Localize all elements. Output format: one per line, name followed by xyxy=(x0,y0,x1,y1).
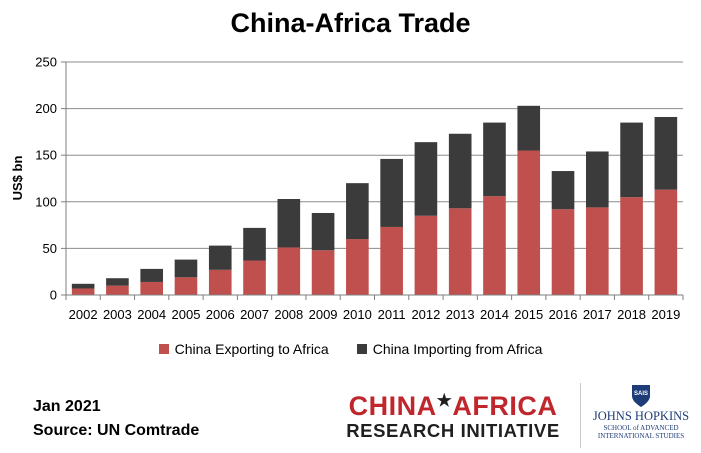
bar-export-2018 xyxy=(620,197,643,295)
legend-item-import: China Importing from Africa xyxy=(356,341,543,357)
bar-import-2008 xyxy=(277,199,301,248)
date-note: Jan 2021 xyxy=(33,398,101,415)
y-axis-title: US$ bn xyxy=(10,156,25,201)
y-tick-label: 100 xyxy=(35,194,57,209)
x-tick-label: 2005 xyxy=(172,307,201,322)
axes: 0 50 100 150 200 250 2002 2003 2004 2005 2006 2007 2… xyxy=(35,55,684,322)
x-tick-label: 2010 xyxy=(343,307,372,322)
bars xyxy=(71,105,678,295)
bar-import-2006 xyxy=(208,245,232,270)
x-tick-label: 2002 xyxy=(69,307,98,322)
cari-logo: CHINA★AFRICA RESEARCH INITIATIVE xyxy=(333,392,573,441)
x-tick-label: 2008 xyxy=(274,307,303,322)
legend-item-export: China Exporting to Africa xyxy=(158,341,329,357)
legend: China Exporting to Africa China Importin… xyxy=(0,341,701,357)
x-tick-label: 2013 xyxy=(446,307,475,322)
bar-export-2017 xyxy=(585,207,609,295)
chart-title: China-Africa Trade xyxy=(230,8,471,38)
x-tick-label: 2019 xyxy=(651,307,680,322)
bar-export-2007 xyxy=(243,260,266,295)
x-tick-label: 2004 xyxy=(137,307,166,322)
x-tick-label: 2016 xyxy=(549,307,578,322)
x-tick-label: 2012 xyxy=(411,307,440,322)
cari-logo-china: CHINA xyxy=(348,391,437,421)
bar-import-2002 xyxy=(71,283,95,289)
jhu-name: JOHNS HOPKINS xyxy=(592,409,690,423)
bar-export-2010 xyxy=(346,239,369,295)
cari-logo-line2: RESEARCH INITIATIVE xyxy=(346,420,560,441)
gridlines xyxy=(66,61,683,249)
bar-import-2007 xyxy=(243,227,266,261)
y-tick-label: 200 xyxy=(35,101,57,116)
bar-export-2014 xyxy=(483,196,506,295)
sais-text: SAIS xyxy=(634,391,648,397)
bar-import-2010 xyxy=(346,183,369,240)
bar-export-2019 xyxy=(654,189,678,295)
bar-import-2003 xyxy=(106,278,129,286)
bar-export-2015 xyxy=(517,150,541,295)
x-tick-label: 2015 xyxy=(514,307,543,322)
x-tick-label: 2003 xyxy=(103,307,132,322)
bar-export-2012 xyxy=(414,215,438,295)
bar-export-2003 xyxy=(106,285,129,295)
bar-export-2002 xyxy=(71,288,95,295)
y-tick-label: 250 xyxy=(35,55,57,70)
bar-import-2011 xyxy=(380,158,403,227)
bar-import-2012 xyxy=(414,142,438,216)
bar-import-2005 xyxy=(174,259,198,278)
bar-import-2014 xyxy=(483,122,506,197)
bar-export-2011 xyxy=(380,226,403,295)
bar-export-2009 xyxy=(311,250,335,295)
bar-export-2005 xyxy=(174,277,198,295)
x-tick-label: 2009 xyxy=(309,307,338,322)
x-tick-label: 2018 xyxy=(617,307,646,322)
bar-import-2018 xyxy=(620,122,643,198)
x-tick-label: 2017 xyxy=(583,307,612,322)
bar-import-2015 xyxy=(517,105,541,151)
bar-import-2004 xyxy=(140,268,164,282)
bar-import-2013 xyxy=(448,133,472,209)
bar-import-2017 xyxy=(585,151,609,208)
legend-label-export: China Exporting to Africa xyxy=(174,341,329,357)
jhu-sub-line1: SCHOOL of ADVANCED xyxy=(603,424,679,432)
source-note: Source: UN Comtrade xyxy=(33,422,200,439)
legend-swatch-import xyxy=(356,344,367,354)
x-tick-label: 2011 xyxy=(378,307,406,322)
bar-export-2013 xyxy=(448,208,472,295)
logo-divider xyxy=(580,383,581,448)
sais-shield-icon: SAIS xyxy=(632,385,650,407)
legend-label-import: China Importing from Africa xyxy=(372,341,543,357)
x-tick-label: 2014 xyxy=(480,307,509,322)
bar-export-2006 xyxy=(208,269,232,295)
bar-export-2016 xyxy=(551,209,575,295)
cari-logo-africa: AFRICA xyxy=(452,391,558,421)
bar-import-2009 xyxy=(311,212,335,251)
bar-import-2019 xyxy=(654,116,678,190)
bar-export-2008 xyxy=(277,247,301,295)
y-tick-label: 150 xyxy=(35,148,57,163)
jhu-sub-line2: INTERNATIONAL STUDIES xyxy=(597,432,685,441)
jhu-sais-logo: SAIS JOHNS HOPKINS SCHOOL of ADVANCED IN… xyxy=(585,384,697,440)
x-tick-label: 2007 xyxy=(240,307,269,322)
y-tick-label: 0 xyxy=(50,288,57,303)
x-tick-label: 2006 xyxy=(206,307,235,322)
bar-export-2004 xyxy=(140,281,164,295)
bar-import-2016 xyxy=(551,171,575,210)
cari-logo-line1: CHINA★AFRICA xyxy=(333,392,573,420)
legend-swatch-export xyxy=(158,344,169,354)
y-tick-label: 50 xyxy=(43,241,57,256)
star-icon: ★ xyxy=(436,391,453,410)
